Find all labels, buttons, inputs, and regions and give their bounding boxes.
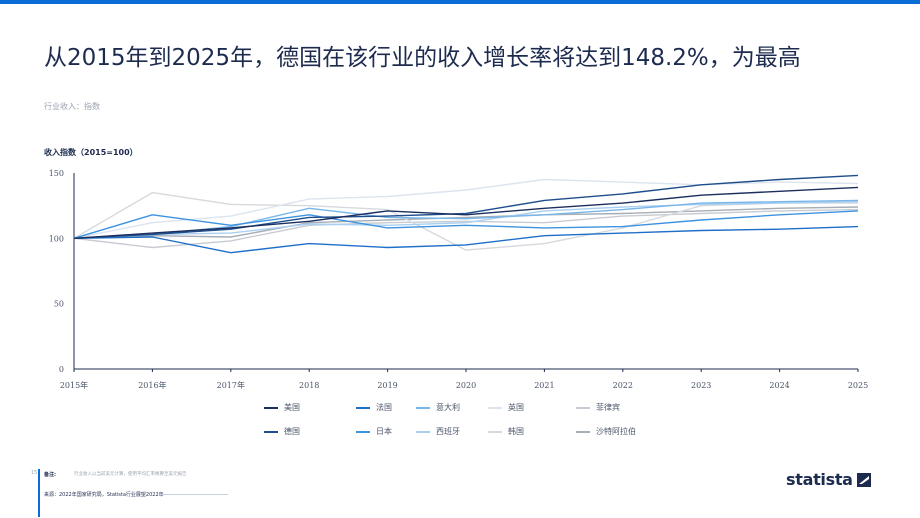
legend-swatch [576, 406, 590, 409]
x-tick-label: 2024 [769, 381, 789, 390]
legend-swatch [356, 406, 370, 409]
y-tick-label: 100 [49, 234, 64, 243]
legend-item: 韩国 [488, 426, 524, 437]
footer: 15 备注: 行业收入以当前美元计算，使用平均汇率换算至美元报告 来源：2022… [0, 460, 920, 518]
chart-legend: 美国德国 法国日本 意大利西班牙 英国韩国 菲律宾沙特阿拉伯 [264, 402, 644, 442]
legend-label: 沙特阿拉伯 [596, 427, 636, 436]
legend-swatch [416, 430, 430, 433]
x-tick-label: 2020 [456, 381, 476, 390]
series-line-8 [73, 208, 859, 249]
legend-item: 日本 [356, 426, 392, 437]
x-tick-label: 2017年 [217, 380, 245, 390]
legend-label: 韩国 [508, 427, 524, 436]
series-line-6 [73, 178, 859, 239]
y-tick-label: 150 [49, 169, 64, 178]
legend-item: 英国 [488, 402, 524, 413]
y-axis-label: 收入指数（2015=100） [44, 148, 138, 157]
series-line-2 [73, 225, 859, 254]
legend-item: 美国 [264, 402, 300, 413]
legend-swatch [264, 406, 278, 409]
legend-swatch [576, 430, 590, 433]
note-label: 备注: [44, 472, 56, 478]
note-text: 行业收入以当前美元计算，使用平均汇率换算至美元报告 [74, 472, 187, 477]
legend-swatch [264, 430, 278, 433]
series-line-0 [73, 186, 859, 239]
top-accent-bar [0, 0, 920, 4]
x-tick-label: 2016年 [138, 380, 166, 390]
series-line-7 [73, 191, 858, 251]
source-divider [160, 494, 228, 495]
page-title: 从2015年到2025年，德国在该行业的收入增长率将达到148.2%，为最高 [44, 45, 801, 71]
page-subtitle: 行业收入：指数 [44, 102, 100, 111]
legend-label: 意大利 [436, 403, 460, 412]
legend-swatch [488, 430, 502, 433]
source-text: 来源：2022年国家研究局，Statista行业展望2022年 [44, 492, 164, 498]
legend-item: 法国 [356, 402, 392, 413]
y-tick-label: 50 [54, 300, 64, 309]
series-line-1 [73, 174, 859, 239]
legend-label: 美国 [284, 403, 300, 412]
x-tick-label: 2023 [691, 381, 711, 390]
legend-swatch [488, 406, 502, 409]
footer-accent-bar [38, 469, 40, 517]
legend-swatch [416, 406, 430, 409]
series-line-9 [73, 206, 859, 239]
x-tick-label: 2025 [848, 381, 868, 390]
legend-label: 英国 [508, 403, 524, 412]
logo-text: statista [786, 470, 853, 489]
legend-item: 沙特阿拉伯 [576, 426, 636, 437]
statista-logo: statista [786, 470, 871, 489]
legend-label: 菲律宾 [596, 403, 620, 412]
legend-item: 菲律宾 [576, 402, 620, 413]
statista-logo-icon [856, 472, 871, 487]
y-tick-label: 0 [59, 365, 64, 374]
series-line-3 [73, 210, 859, 239]
legend-label: 西班牙 [436, 427, 460, 436]
x-tick-label: 2022 [613, 381, 633, 390]
line-chart: 0 50 100 150 2015年 2016年 2017年 2018 2019 2020 2021… [49, 169, 868, 390]
legend-item: 西班牙 [416, 426, 460, 437]
x-tick-label: 2018 [299, 381, 319, 390]
legend-swatch [356, 430, 370, 433]
x-tick-label: 2015年 [60, 380, 88, 390]
legend-label: 法国 [376, 403, 392, 412]
legend-item: 德国 [264, 426, 300, 437]
x-tick-label: 2019 [377, 381, 397, 390]
legend-label: 德国 [284, 427, 300, 436]
series-line-5 [73, 201, 859, 239]
legend-item: 意大利 [416, 402, 460, 413]
x-tick-label: 2021 [534, 381, 554, 390]
legend-label: 日本 [376, 427, 392, 436]
page-number: 15 [31, 470, 38, 476]
